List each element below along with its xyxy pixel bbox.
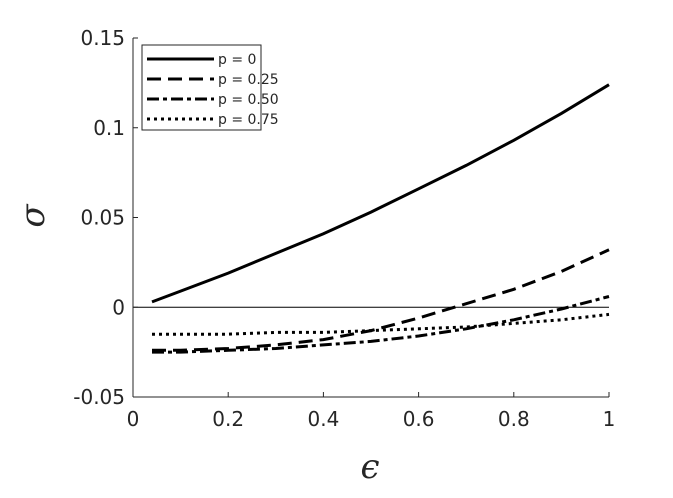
series-line-1 bbox=[151, 83, 610, 304]
y-tick-label: -0.05 bbox=[73, 385, 125, 409]
y-axis-label: σ bbox=[13, 204, 53, 228]
legend-label-4: p = 0.75 bbox=[218, 112, 279, 128]
y-tick-label: 0.05 bbox=[80, 206, 125, 230]
legend-label-2: p = 0.25 bbox=[218, 72, 279, 88]
x-axis-label: ϵ bbox=[360, 447, 379, 487]
x-tick-label: 0.8 bbox=[498, 407, 530, 431]
y-tick-label: 0.15 bbox=[80, 26, 125, 50]
x-tick-label: 1 bbox=[603, 407, 616, 431]
x-tick-label: 0.2 bbox=[212, 407, 244, 431]
series-line-3 bbox=[152, 295, 610, 354]
x-tick-label: 0.4 bbox=[307, 407, 339, 431]
y-tick-label: 0.1 bbox=[93, 116, 125, 140]
series-line-4 bbox=[152, 312, 610, 336]
legend-label-3: p = 0.50 bbox=[218, 92, 279, 108]
y-tick-label: 0 bbox=[112, 295, 125, 319]
legend-label-1: p = 0 bbox=[218, 52, 256, 68]
x-tick-label: 0.6 bbox=[403, 407, 435, 431]
x-tick-label: 0 bbox=[127, 407, 140, 431]
